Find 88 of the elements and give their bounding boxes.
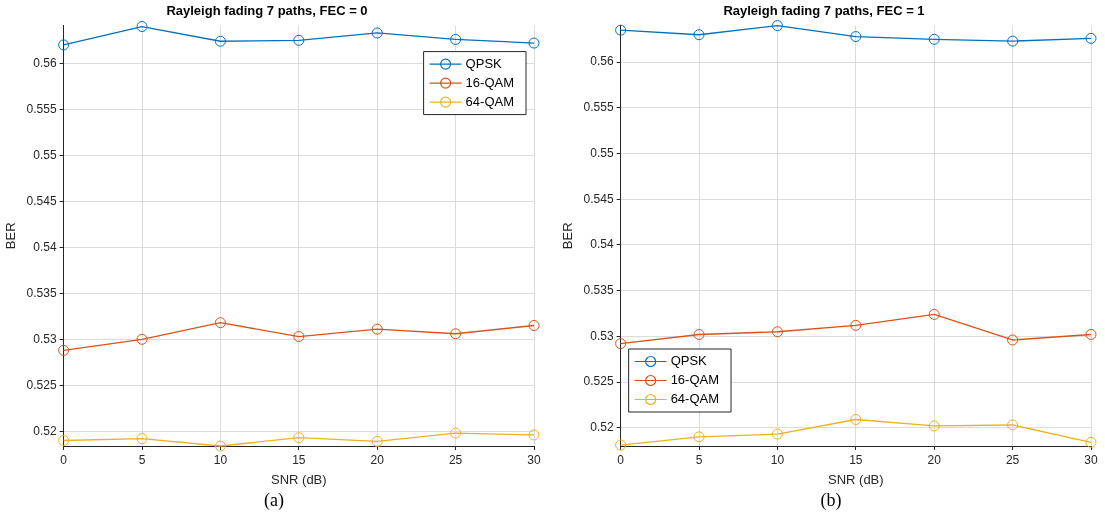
legend-label: 16-QAM — [465, 74, 515, 90]
point — [293, 331, 305, 343]
x-tick-label: 30 — [1084, 452, 1098, 467]
point — [58, 344, 70, 356]
legend-label: QPSK — [465, 55, 503, 71]
x-tick-label: 15 — [292, 452, 306, 467]
point — [1007, 419, 1019, 431]
point — [293, 34, 305, 46]
point — [693, 329, 705, 340]
text: (b) — [819, 490, 843, 511]
y-tick-label: 0.56 — [33, 55, 57, 70]
x-tick-label: 0 — [617, 452, 625, 467]
x-tick-label: 20 — [370, 452, 385, 467]
point — [214, 317, 226, 329]
x-tick-label: 10 — [213, 452, 228, 467]
x-tick-label: 25 — [448, 452, 463, 467]
y-tick-label: 0.525 — [583, 374, 614, 389]
x-tick-label: 20 — [927, 452, 942, 467]
point — [450, 328, 462, 340]
point — [928, 420, 940, 432]
y-tick-label: 0.54 — [33, 239, 57, 254]
point — [136, 21, 148, 33]
point — [528, 319, 540, 331]
legend-label: 16-QAM — [670, 372, 720, 388]
x-axis-title: SNR (dB) — [828, 471, 884, 487]
chart-title: Rayleigh fading 7 paths, FEC = 0 — [166, 3, 368, 19]
legend-label: QPSK — [670, 353, 708, 369]
y-tick-label: 0.535 — [583, 282, 614, 297]
point — [450, 427, 462, 439]
point — [850, 31, 862, 43]
legend-label: 64-QAM — [465, 93, 515, 109]
point — [771, 428, 783, 440]
point — [293, 432, 305, 444]
y-tick-label: 0.545 — [583, 191, 614, 206]
y-tick-label: 0.53 — [33, 331, 57, 346]
point — [693, 29, 705, 41]
point — [58, 434, 70, 446]
y-tick-label: 0.525 — [26, 377, 57, 392]
point — [1085, 329, 1097, 340]
point — [1085, 32, 1097, 44]
x-tick-label: 25 — [1005, 452, 1020, 467]
y-axis-title: BER — [3, 222, 19, 250]
point — [928, 308, 940, 320]
legend-label: 64-QAM — [670, 391, 720, 407]
point — [928, 33, 940, 45]
point — [1007, 35, 1019, 47]
x-axis-title: SNR (dB) — [271, 471, 327, 487]
y-tick-label: 0.56 — [590, 54, 614, 69]
point — [615, 439, 627, 451]
y-tick-label: 0.52 — [590, 420, 614, 435]
point — [1007, 334, 1019, 346]
point — [615, 338, 627, 350]
y-tick-label: 0.535 — [26, 285, 57, 300]
y-tick-label: 0.54 — [590, 237, 614, 252]
x-tick-label: 10 — [770, 452, 785, 467]
y-tick-label: 0.53 — [590, 328, 614, 343]
point — [136, 333, 148, 345]
point — [371, 27, 383, 39]
point — [450, 33, 462, 45]
point — [771, 20, 783, 32]
point — [214, 440, 226, 452]
y-tick-label: 0.52 — [33, 423, 57, 438]
x-tick-label: 0 — [60, 452, 68, 467]
y-tick-label: 0.555 — [583, 100, 614, 115]
x-tick-label: 5 — [695, 452, 703, 467]
point — [615, 24, 627, 36]
point — [214, 35, 226, 47]
x-tick-label: 15 — [849, 452, 863, 467]
y-tick-label: 0.55 — [590, 145, 614, 160]
point — [371, 323, 383, 335]
point — [771, 326, 783, 338]
x-tick-label: 30 — [527, 452, 541, 467]
y-tick-label: 0.545 — [26, 193, 57, 208]
point — [850, 319, 862, 331]
point — [528, 37, 540, 49]
y-tick-label: 0.555 — [26, 101, 57, 116]
point — [371, 435, 383, 447]
point — [528, 429, 540, 441]
y-tick-label: 0.55 — [33, 147, 57, 162]
x-tick-label: 5 — [138, 452, 146, 467]
point — [693, 431, 705, 443]
chart-title: Rayleigh fading 7 paths, FEC = 1 — [723, 3, 925, 19]
text: (a) — [263, 490, 285, 511]
point — [136, 433, 148, 445]
point — [1085, 436, 1097, 448]
y-axis-title: BER — [560, 222, 576, 250]
point — [58, 39, 70, 51]
point — [850, 414, 862, 425]
